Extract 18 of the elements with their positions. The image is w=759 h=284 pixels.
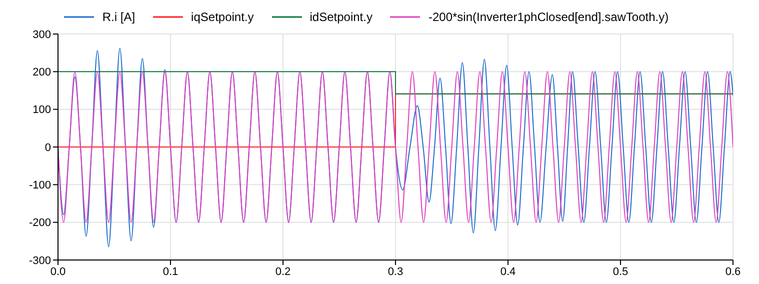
- legend-label: idSetpoint.y: [310, 10, 372, 24]
- x-tick-label: 0.4: [500, 266, 516, 278]
- y-tick-label: -100: [28, 180, 51, 192]
- y-tick-label: 0: [44, 142, 51, 154]
- y-tick-label: 100: [32, 104, 51, 116]
- legend-label: -200*sin(Inverter1phClosed[end].sawTooth.y): [428, 10, 669, 24]
- x-tick-label: 0.2: [275, 266, 291, 278]
- x-tick-label: 0.5: [612, 266, 628, 278]
- y-tick-label: -300: [28, 254, 51, 267]
- y-tick-label: 300: [32, 28, 51, 41]
- x-tick-label: 0.0: [50, 266, 66, 278]
- legend-label: iqSetpoint.y: [191, 10, 254, 24]
- x-tick-label: 0.1: [162, 266, 178, 278]
- y-tick-label: 200: [32, 66, 51, 79]
- y-tick-label: -200: [28, 217, 51, 230]
- x-tick-label: 0.6: [725, 266, 741, 278]
- x-tick-label: 0.3: [388, 266, 404, 278]
- legend-label: R.i [A]: [102, 10, 136, 24]
